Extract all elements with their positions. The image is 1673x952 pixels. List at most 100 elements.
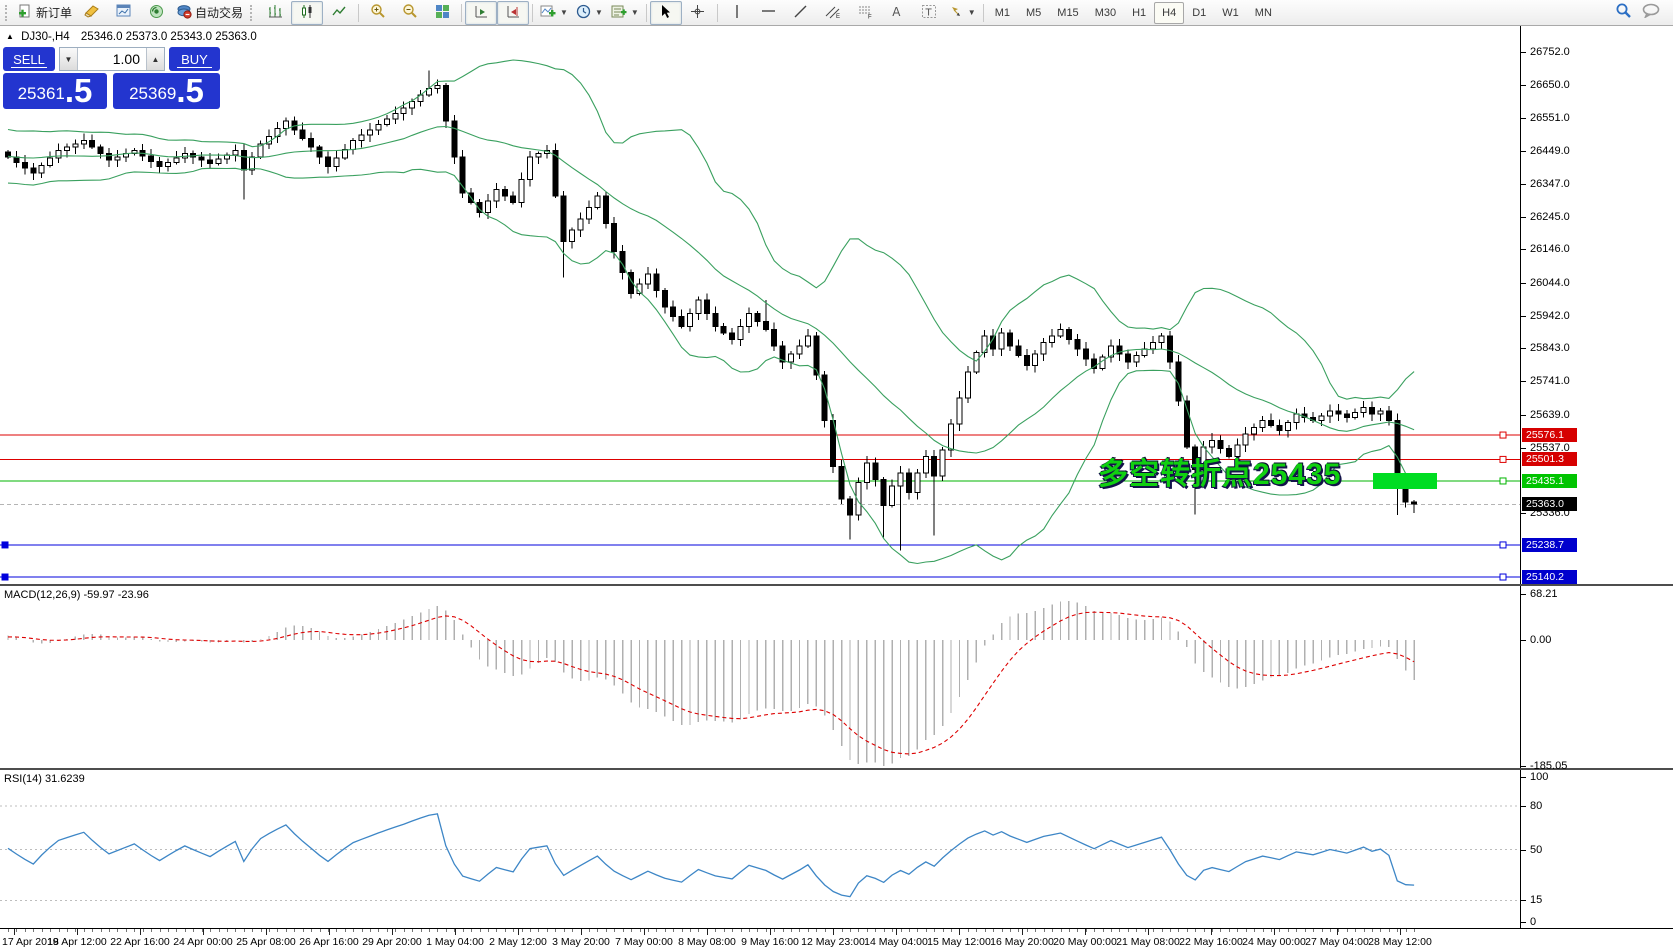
horizontal-line-icon <box>761 5 776 20</box>
timeframe-m30-button[interactable]: M30 <box>1094 6 1117 19</box>
vertical-line-button[interactable] <box>721 1 753 25</box>
chart-shift-button[interactable] <box>497 0 530 25</box>
time-minor-tick <box>1161 929 1163 932</box>
time-axis-label: 1 May 04:00 <box>426 936 484 948</box>
macd-scale-label: 68.21 <box>1530 587 1558 600</box>
time-minor-tick <box>1355 929 1357 932</box>
timeframe-h4-button[interactable]: H4 <box>1154 1 1185 24</box>
text-button[interactable]: A <box>881 1 913 25</box>
bar-chart-button[interactable] <box>259 1 291 25</box>
label-button[interactable]: T <box>913 1 945 25</box>
chat-icon[interactable] <box>1642 3 1661 23</box>
time-minor-tick <box>824 929 826 932</box>
toolbar-separator <box>358 3 360 22</box>
sell-price-box[interactable]: 25361 .5 <box>3 73 107 109</box>
horizontal-line-button[interactable] <box>753 1 785 25</box>
timeframe-w1-button[interactable]: W1 <box>1222 6 1239 19</box>
time-minor-tick <box>1035 929 1037 932</box>
buy-button[interactable]: BUY <box>169 47 220 71</box>
tick-mark <box>1521 117 1526 119</box>
indicators-button[interactable]: ▼ <box>536 1 572 25</box>
time-minor-tick <box>83 929 85 932</box>
annotation-text[interactable]: 多空转折点25435 <box>1098 458 1342 491</box>
toolbar-separator <box>461 3 463 22</box>
time-minor-tick <box>563 929 565 932</box>
line-handle <box>1 573 9 581</box>
rsi-scale-label: 100 <box>1530 771 1549 783</box>
zoom-in-button[interactable] <box>362 1 394 25</box>
text-label-icon: T <box>921 4 937 22</box>
time-minor-tick <box>1329 929 1331 932</box>
zoom-out-button[interactable] <box>394 1 426 25</box>
rsi-scale-label: 50 <box>1530 843 1543 856</box>
channel-button[interactable]: E <box>817 1 849 25</box>
dropdown-caret-icon: ▼ <box>560 8 568 17</box>
panel-separator[interactable] <box>0 584 1673 586</box>
candlestick-button[interactable] <box>291 0 324 25</box>
highlight-zone[interactable] <box>1373 473 1437 489</box>
time-minor-tick <box>1414 929 1416 932</box>
cursor-button[interactable] <box>649 0 682 25</box>
buy-price-box[interactable]: 25369 .5 <box>113 73 220 109</box>
time-minor-tick <box>538 929 540 932</box>
search-icon[interactable] <box>1615 2 1632 24</box>
time-minor-tick <box>774 929 776 932</box>
timeframe-h1-button[interactable]: H1 <box>1132 6 1147 19</box>
timeframe-mn-button[interactable]: MN <box>1254 6 1272 19</box>
time-minor-tick <box>673 929 675 932</box>
volume-input[interactable] <box>78 48 146 70</box>
tick-mark <box>1521 150 1526 152</box>
candles <box>5 70 1418 551</box>
time-minor-tick <box>1178 929 1180 932</box>
time-minor-tick <box>445 929 447 932</box>
periods-button[interactable]: ▼ <box>572 1 607 25</box>
timeframe-m1-button[interactable]: M1 <box>994 6 1010 19</box>
time-minor-tick <box>1119 929 1121 932</box>
time-axis-label: 28 May 12:00 <box>1368 936 1432 948</box>
auto-trading-button[interactable]: 自动交易 <box>172 1 247 25</box>
time-minor-tick <box>117 929 119 932</box>
time-minor-tick <box>1144 929 1146 932</box>
new-order-button[interactable]: 新订单 <box>14 1 76 25</box>
chart-window-button[interactable] <box>108 1 140 25</box>
tick-mark <box>1521 85 1526 87</box>
rsi-indicator-panel[interactable] <box>0 770 1520 928</box>
time-axis[interactable]: 17 Apr 2019 18 Apr 12:00 22 Apr 16:00 24 Ap… <box>0 929 1520 952</box>
macd-scale-label: -185.05 <box>1530 759 1568 772</box>
tick-mark <box>1521 52 1526 54</box>
volume-decrease-button[interactable]: ▼ <box>60 48 78 70</box>
time-minor-tick <box>656 929 658 932</box>
arrows-button[interactable]: ▼ <box>945 1 980 25</box>
signals-button[interactable] <box>140 1 172 25</box>
time-minor-tick <box>142 929 144 932</box>
timeframe-m15-button[interactable]: M15 <box>1057 6 1079 19</box>
line-chart-button[interactable] <box>323 1 355 25</box>
fibonacci-button[interactable]: F <box>849 1 881 25</box>
price-badge: 25140.2 <box>1522 570 1577 585</box>
time-minor-tick <box>412 929 414 932</box>
timeframe-d1-button[interactable]: D1 <box>1192 6 1207 19</box>
time-minor-tick <box>1296 929 1298 932</box>
time-major-tick <box>1148 929 1149 935</box>
macd-indicator-panel[interactable] <box>0 586 1520 768</box>
volume-increase-button[interactable]: ▲ <box>146 48 164 70</box>
panel-separator[interactable] <box>0 768 1673 770</box>
price-axis[interactable]: 26752.0 26650.0 26551.0 26449.0 26347.0 26245… <box>1521 0 1673 952</box>
crosshair-button[interactable] <box>682 1 714 25</box>
indicators-icon <box>540 4 556 22</box>
sell-button[interactable]: SELL <box>3 47 55 71</box>
symbol-marker-icon: ▲ <box>6 32 14 41</box>
styles-button[interactable] <box>76 1 108 25</box>
price-tick-label: 26650.0 <box>1530 79 1570 92</box>
auto-scroll-button[interactable] <box>465 0 498 25</box>
time-minor-tick <box>193 929 195 932</box>
dropdown-caret-icon: ▼ <box>630 8 639 17</box>
time-minor-tick <box>8 929 9 932</box>
candlestick-icon <box>300 4 315 22</box>
templates-button[interactable]: ▼ <box>607 1 643 25</box>
trendline-button[interactable] <box>785 1 817 25</box>
line-chart-icon <box>331 4 347 22</box>
candlestick-chart[interactable] <box>0 26 1520 586</box>
tile-windows-button[interactable] <box>426 1 458 25</box>
timeframe-m5-button[interactable]: M5 <box>1026 6 1042 19</box>
